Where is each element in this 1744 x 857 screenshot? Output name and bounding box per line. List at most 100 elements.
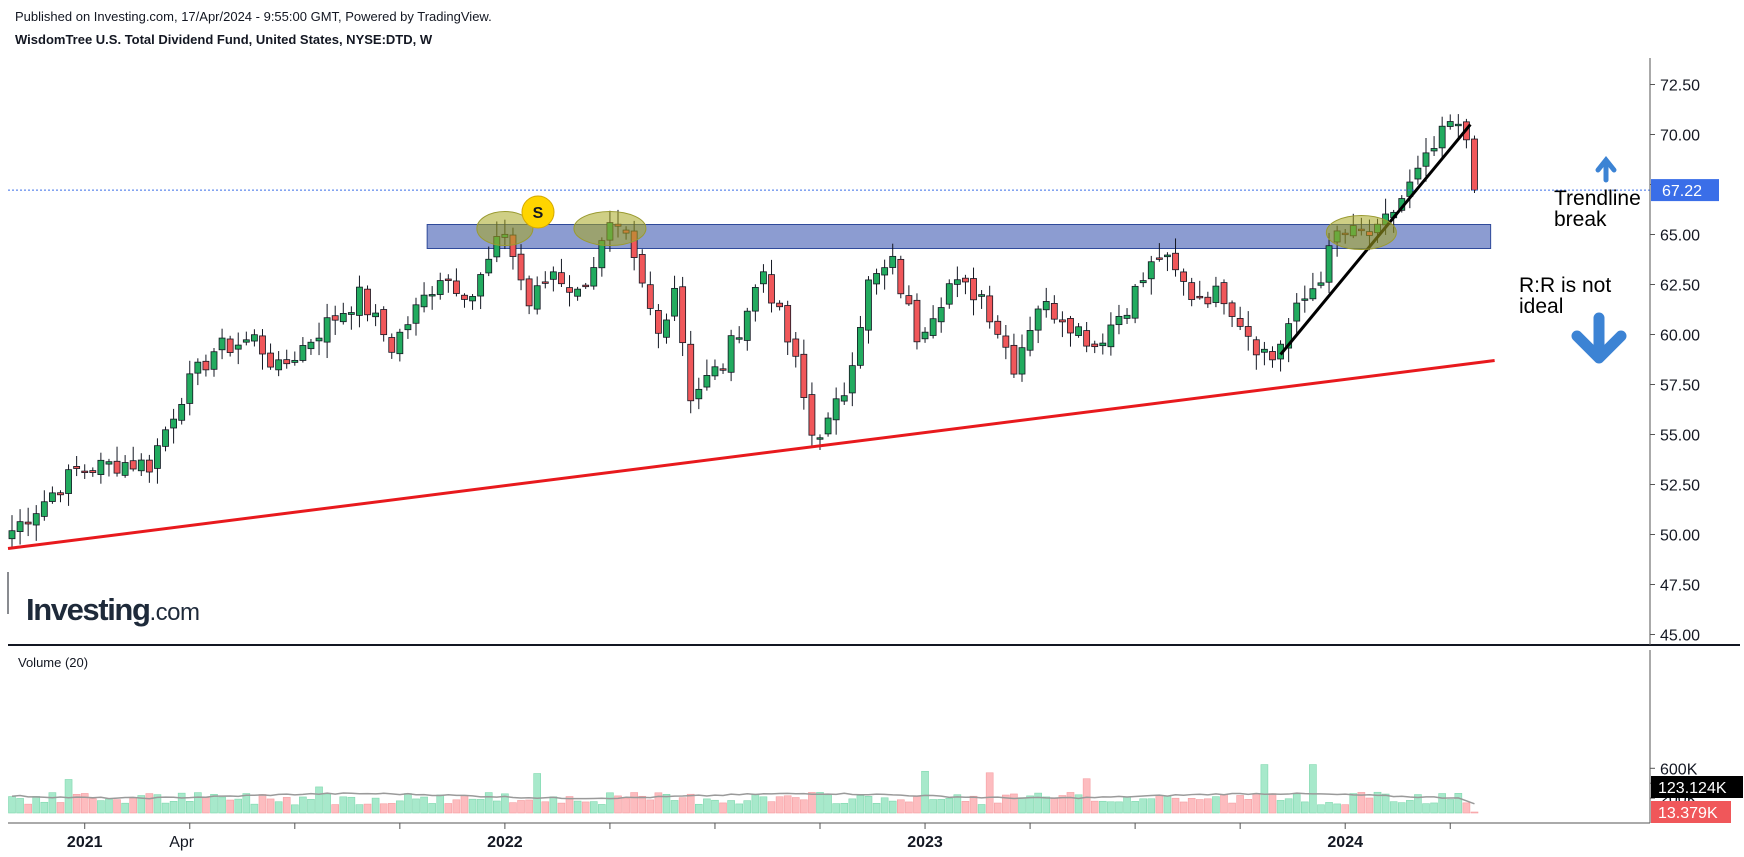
candle-up bbox=[250, 329, 258, 347]
volume-bar bbox=[1349, 793, 1358, 814]
volume-bar bbox=[258, 794, 267, 814]
candle-up bbox=[347, 306, 355, 330]
volume-bar bbox=[89, 798, 97, 814]
candle-down bbox=[1196, 280, 1204, 300]
candle-up bbox=[1075, 323, 1082, 338]
volume-bar bbox=[169, 801, 178, 814]
candle-up bbox=[1325, 232, 1333, 294]
candle-up bbox=[945, 279, 953, 309]
volume-bar bbox=[347, 796, 356, 814]
volume-bar bbox=[40, 801, 49, 814]
volume-bar bbox=[808, 792, 816, 814]
highlight-ellipse bbox=[1325, 215, 1397, 250]
candle-body bbox=[533, 285, 541, 310]
volume-bar bbox=[1276, 800, 1285, 814]
volume-bar bbox=[105, 798, 113, 814]
volume-bar bbox=[791, 797, 800, 814]
candle-body bbox=[1034, 308, 1042, 331]
candle-body bbox=[1454, 123, 1462, 127]
candle-up bbox=[396, 328, 404, 362]
candle-body bbox=[1083, 330, 1091, 347]
candle-body bbox=[396, 331, 404, 355]
candle-body bbox=[1212, 285, 1220, 303]
candle-down bbox=[1252, 336, 1260, 370]
candle-up bbox=[590, 256, 598, 290]
volume-bar bbox=[1244, 799, 1253, 814]
candle-body bbox=[945, 283, 953, 305]
volume-bar bbox=[872, 802, 881, 814]
volume-bar bbox=[56, 802, 65, 814]
volume-ma-label: 123.124K bbox=[1658, 780, 1727, 797]
candle-up bbox=[695, 377, 703, 410]
candle-body bbox=[8, 530, 16, 540]
candle-body bbox=[962, 277, 969, 283]
candle-up bbox=[356, 275, 363, 328]
candle-body bbox=[291, 359, 299, 363]
candle-down bbox=[913, 293, 921, 350]
time-label: 2022 bbox=[487, 834, 523, 851]
candle-down bbox=[962, 274, 969, 295]
candle-body bbox=[897, 258, 905, 295]
candle-body bbox=[436, 280, 444, 295]
candle-body bbox=[865, 279, 872, 331]
candle-down bbox=[687, 330, 695, 414]
price-tick-label: 47.50 bbox=[1660, 578, 1700, 595]
candle-down bbox=[1471, 135, 1478, 193]
highlight-ellipse bbox=[573, 211, 647, 246]
candle-body bbox=[380, 309, 388, 336]
candle-body bbox=[129, 460, 137, 470]
candle-body bbox=[1107, 324, 1115, 348]
candle-body bbox=[420, 294, 428, 308]
candle-up bbox=[816, 434, 824, 451]
candle-down bbox=[776, 300, 783, 311]
candle-down bbox=[646, 271, 654, 316]
candle-down bbox=[638, 249, 646, 288]
candle-body bbox=[1075, 326, 1082, 336]
candle-body bbox=[202, 360, 210, 371]
candle-down bbox=[24, 507, 32, 537]
candle-body bbox=[226, 338, 234, 353]
candle-body bbox=[751, 287, 759, 312]
candle-body bbox=[970, 278, 977, 301]
candle-down bbox=[267, 343, 274, 370]
candle-up bbox=[703, 359, 711, 391]
candle-up bbox=[735, 326, 743, 344]
candle-down bbox=[655, 304, 662, 349]
candle-down bbox=[679, 276, 687, 357]
candle-down bbox=[283, 349, 291, 369]
volume-bar bbox=[1462, 802, 1471, 814]
price-tick-label: 52.50 bbox=[1660, 478, 1700, 495]
volume-bar bbox=[1406, 800, 1414, 814]
candle-body bbox=[315, 337, 323, 342]
candle-down bbox=[259, 329, 266, 370]
volume-last-label: 13.379K bbox=[1658, 805, 1718, 822]
volume-bar bbox=[1260, 764, 1269, 814]
candle-body bbox=[1115, 315, 1123, 326]
volume-bar bbox=[1050, 798, 1059, 814]
candle-up bbox=[404, 316, 412, 339]
candle-body bbox=[881, 267, 889, 276]
volume-bar bbox=[662, 794, 671, 814]
volume-bar bbox=[404, 793, 412, 814]
volume-bar bbox=[743, 800, 752, 814]
candle-up bbox=[857, 315, 864, 369]
candle-body bbox=[24, 521, 32, 525]
candle-up bbox=[186, 360, 194, 416]
candle-up bbox=[1446, 114, 1454, 130]
volume-bar bbox=[1220, 793, 1228, 814]
volume-series bbox=[8, 764, 1479, 814]
candle-body bbox=[97, 459, 105, 475]
volume-bar bbox=[711, 799, 719, 814]
volume-bar bbox=[64, 779, 73, 814]
candle-body bbox=[32, 513, 40, 526]
candle-body bbox=[776, 302, 783, 308]
volume-bar bbox=[1099, 800, 1107, 814]
candle-up bbox=[1261, 341, 1268, 366]
candle-body bbox=[840, 395, 848, 402]
candle-body bbox=[242, 339, 250, 343]
candle-down bbox=[582, 282, 590, 289]
candle-body bbox=[695, 388, 703, 400]
candlestick-series bbox=[8, 114, 1478, 549]
